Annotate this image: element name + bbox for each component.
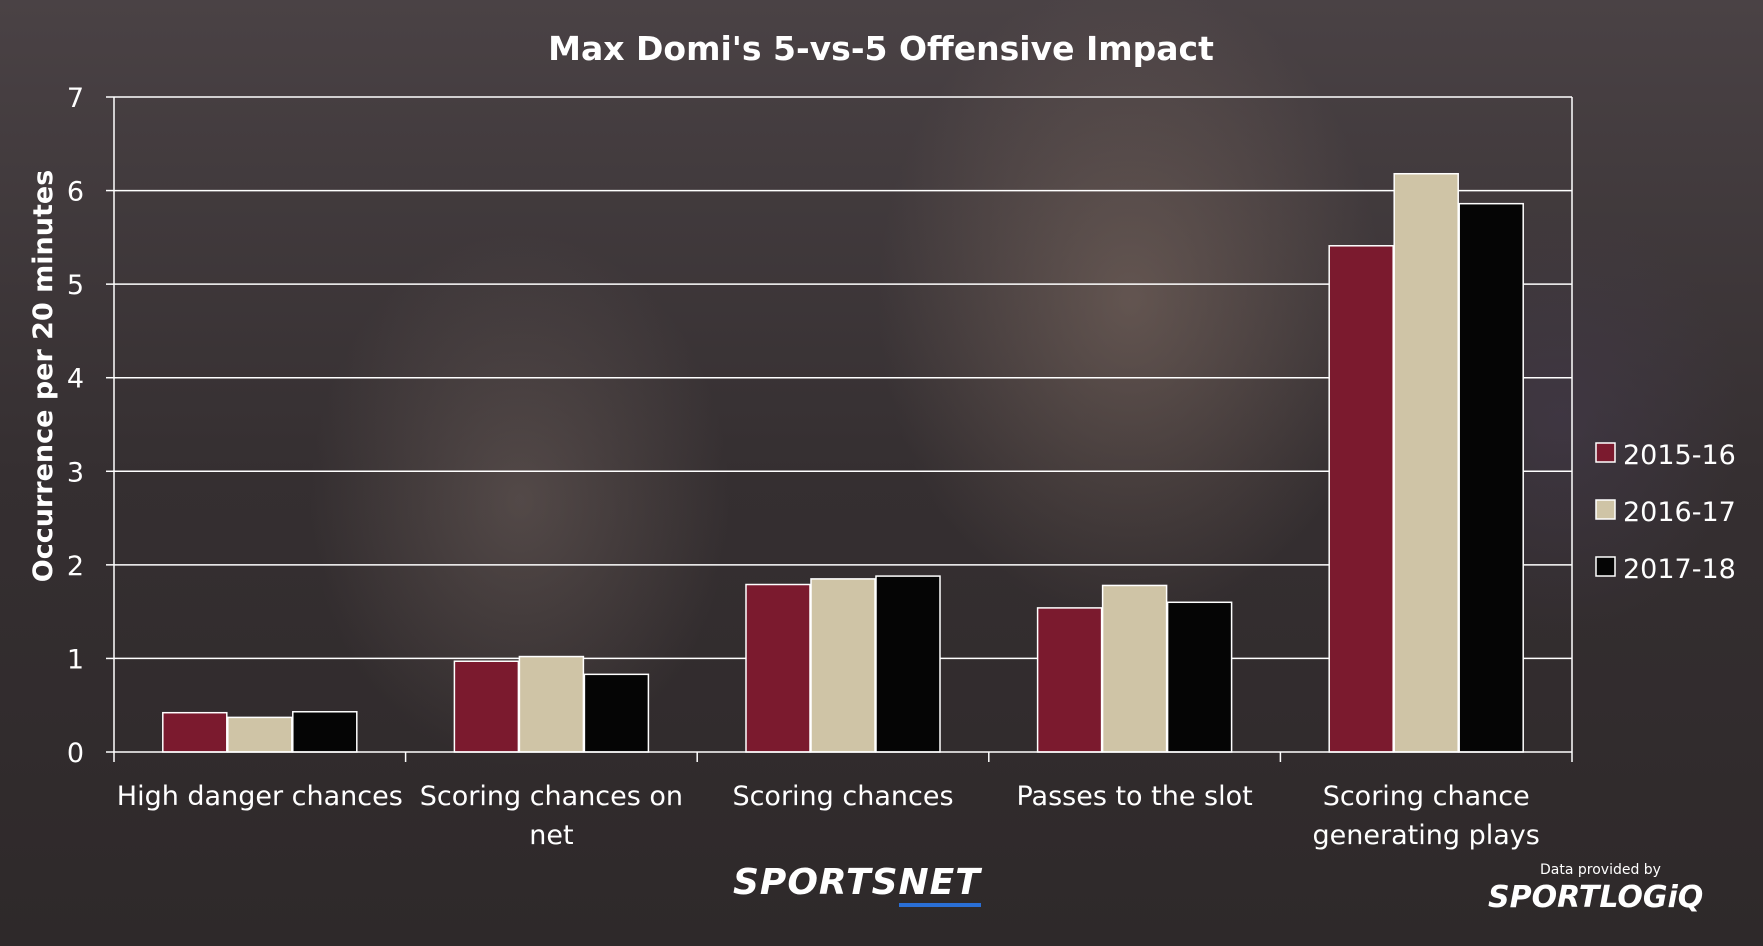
x-category-label: Scoring chance generating plays [1313, 781, 1540, 851]
x-category-label: Passes to the slot [1016, 781, 1252, 812]
bar-2015-16 [162, 711, 228, 753]
bar-2015-16 [1328, 245, 1394, 753]
legend-item: 2015-16 [1595, 440, 1736, 471]
y-axis-label: Occurrence per 20 minutes [28, 170, 59, 583]
data-credit: Data provided by [1540, 862, 1661, 878]
bar-2015-16 [745, 583, 811, 753]
bar-2017-18 [1166, 601, 1233, 753]
chart-title: Max Domi's 5-vs-5 Offensive Impact [548, 29, 1214, 68]
y-tick-label: 5 [67, 270, 84, 301]
bar-2015-16 [453, 660, 520, 753]
y-tick-label: 0 [67, 738, 84, 769]
bar-2016-17 [227, 716, 293, 753]
bar-2017-18 [1458, 202, 1524, 753]
legend-label: 2015-16 [1623, 440, 1736, 471]
sportlogiq-logo: SPORTLOGiQ [1488, 880, 1704, 915]
bar-2017-18 [583, 673, 650, 753]
x-category-label: Scoring chances [732, 781, 953, 812]
bar-2017-18 [292, 711, 358, 753]
legend-swatch [1595, 556, 1616, 577]
legend-item: 2017-18 [1595, 554, 1736, 585]
legend-label: 2017-18 [1623, 554, 1736, 585]
legend-label: 2016-17 [1623, 497, 1736, 528]
y-tick-label: 3 [67, 457, 84, 488]
legend-item: 2016-17 [1595, 497, 1736, 528]
x-category-label: High danger chances [117, 781, 403, 812]
x-category-label: Scoring chances on net [420, 781, 683, 851]
y-tick-label: 6 [67, 177, 84, 208]
y-tick-label: 7 [67, 83, 84, 114]
bar-2017-18 [875, 575, 941, 753]
legend-swatch [1595, 442, 1616, 463]
bar-2016-17 [518, 655, 585, 753]
bar-2015-16 [1036, 607, 1103, 753]
bar-2016-17 [1101, 584, 1168, 753]
y-tick-label: 2 [67, 551, 84, 582]
y-tick-label: 1 [67, 644, 84, 675]
sportsnet-logo-part-b: NET [898, 862, 981, 907]
legend-swatch [1595, 499, 1616, 520]
sportsnet-logo: SPORTSNET [733, 862, 981, 907]
bar-2016-17 [1393, 172, 1459, 753]
y-tick-label: 4 [67, 364, 84, 395]
bar-2016-17 [810, 578, 876, 753]
sportsnet-logo-part-a: SPORTS [733, 862, 899, 903]
